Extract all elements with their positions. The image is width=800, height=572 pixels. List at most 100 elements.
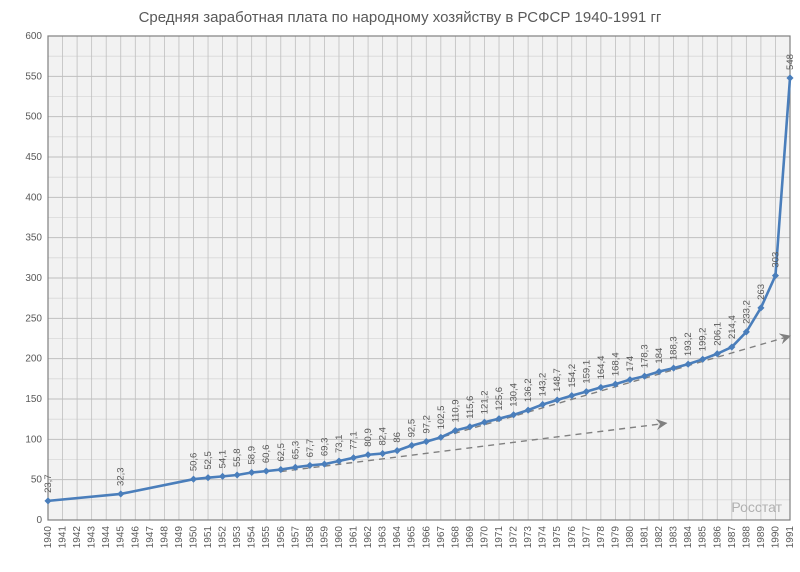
- x-tick-label: 1964: [392, 526, 403, 549]
- data-label: 548: [785, 54, 796, 70]
- x-tick-label: 1978: [596, 526, 607, 549]
- data-label: 121,2: [479, 390, 490, 414]
- y-tick-label: 300: [25, 273, 42, 284]
- data-label: 80,9: [363, 428, 374, 447]
- data-label: 69,3: [319, 438, 330, 457]
- x-tick-label: 1972: [509, 526, 520, 549]
- x-tick-label: 1991: [785, 526, 796, 549]
- data-label: 164,4: [596, 356, 607, 380]
- y-tick-label: 250: [25, 313, 42, 324]
- data-label: 148,7: [552, 368, 563, 392]
- data-label: 193,2: [683, 332, 694, 356]
- data-label: 50,6: [188, 453, 199, 472]
- data-label: 125,6: [494, 387, 505, 411]
- data-label: 159,1: [581, 360, 592, 384]
- x-tick-label: 1982: [654, 526, 665, 549]
- x-tick-label: 1958: [305, 526, 316, 549]
- data-label: 77,1: [349, 431, 360, 450]
- x-tick-label: 1947: [145, 526, 156, 549]
- y-tick-label: 200: [25, 354, 42, 365]
- data-label: 115,6: [465, 396, 476, 419]
- data-label: 303: [770, 252, 781, 268]
- data-label: 102,5: [436, 406, 447, 430]
- data-label: 73,1: [334, 435, 345, 454]
- data-label: 86: [392, 432, 403, 443]
- data-label: 184: [654, 348, 665, 364]
- x-tick-label: 1962: [363, 526, 374, 549]
- x-tick-label: 1979: [610, 526, 621, 549]
- x-tick-label: 1970: [479, 526, 490, 549]
- x-tick-label: 1943: [87, 526, 98, 549]
- data-label: 130,4: [509, 383, 520, 407]
- y-tick-label: 500: [25, 112, 42, 123]
- x-tick-label: 1989: [756, 526, 767, 549]
- x-tick-label: 1976: [567, 526, 578, 549]
- data-label: 154,2: [567, 364, 578, 388]
- data-label: 62,5: [276, 443, 287, 462]
- data-label: 58,9: [247, 446, 258, 465]
- x-tick-label: 1986: [712, 526, 723, 549]
- x-tick-label: 1987: [727, 526, 738, 549]
- x-tick-label: 1957: [290, 526, 301, 549]
- x-tick-label: 1949: [174, 526, 185, 549]
- data-label: 52,5: [203, 451, 214, 470]
- x-tick-label: 1945: [116, 526, 127, 549]
- data-label: 168,4: [610, 352, 621, 376]
- data-label: 178,3: [640, 344, 651, 368]
- x-tick-label: 1940: [43, 526, 54, 549]
- x-tick-label: 1980: [625, 526, 636, 549]
- data-label: 54,1: [218, 450, 229, 469]
- chart-title: Средняя заработная плата по народному хо…: [139, 9, 662, 26]
- y-tick-label: 400: [25, 192, 42, 203]
- x-tick-label: 1969: [465, 526, 476, 549]
- x-tick-label: 1951: [203, 526, 214, 549]
- x-tick-label: 1953: [232, 526, 243, 549]
- x-tick-label: 1988: [741, 526, 752, 549]
- x-tick-label: 1946: [130, 526, 141, 549]
- x-tick-label: 1961: [349, 526, 360, 549]
- x-tick-label: 1959: [319, 526, 330, 549]
- data-label: 55,8: [232, 448, 243, 467]
- data-label: 23,7: [43, 474, 54, 493]
- y-tick-label: 600: [25, 31, 42, 42]
- x-tick-label: 1955: [261, 526, 272, 549]
- x-tick-label: 1973: [523, 526, 534, 549]
- data-label: 136,2: [523, 378, 534, 402]
- data-label: 110,9: [450, 399, 461, 422]
- data-label: 82,4: [378, 427, 389, 446]
- y-tick-label: 350: [25, 233, 42, 244]
- wage-chart: 0501001502002503003504004505005506001940…: [0, 0, 800, 572]
- data-label: 92,5: [407, 419, 418, 438]
- x-tick-label: 1952: [218, 526, 229, 549]
- data-label: 206,1: [712, 322, 723, 346]
- x-tick-label: 1977: [581, 526, 592, 549]
- x-tick-label: 1983: [669, 526, 680, 549]
- y-tick-label: 100: [25, 434, 42, 445]
- watermark: Росстат: [731, 499, 782, 515]
- data-label: 60,6: [261, 445, 272, 464]
- data-label: 188,3: [669, 336, 680, 360]
- y-tick-label: 450: [25, 152, 42, 163]
- x-tick-label: 1968: [450, 526, 461, 549]
- x-tick-label: 1984: [683, 526, 694, 549]
- x-tick-label: 1942: [72, 526, 83, 549]
- x-tick-label: 1990: [770, 526, 781, 549]
- y-tick-label: 150: [25, 394, 42, 405]
- x-tick-label: 1950: [188, 526, 199, 549]
- x-tick-label: 1954: [247, 526, 258, 549]
- x-tick-label: 1981: [640, 526, 651, 549]
- x-tick-label: 1956: [276, 526, 287, 549]
- x-tick-label: 1967: [436, 526, 447, 549]
- data-label: 97,2: [421, 415, 432, 434]
- x-tick-label: 1965: [407, 526, 418, 549]
- x-tick-label: 1960: [334, 526, 345, 549]
- data-label: 32,3: [116, 467, 127, 486]
- data-label: 199,2: [698, 328, 709, 352]
- y-tick-label: 0: [36, 515, 42, 526]
- x-tick-label: 1985: [698, 526, 709, 549]
- data-label: 174: [625, 356, 636, 372]
- data-label: 233,2: [741, 300, 752, 324]
- x-tick-label: 1966: [421, 526, 432, 549]
- data-label: 263: [756, 284, 767, 300]
- x-tick-label: 1971: [494, 526, 505, 549]
